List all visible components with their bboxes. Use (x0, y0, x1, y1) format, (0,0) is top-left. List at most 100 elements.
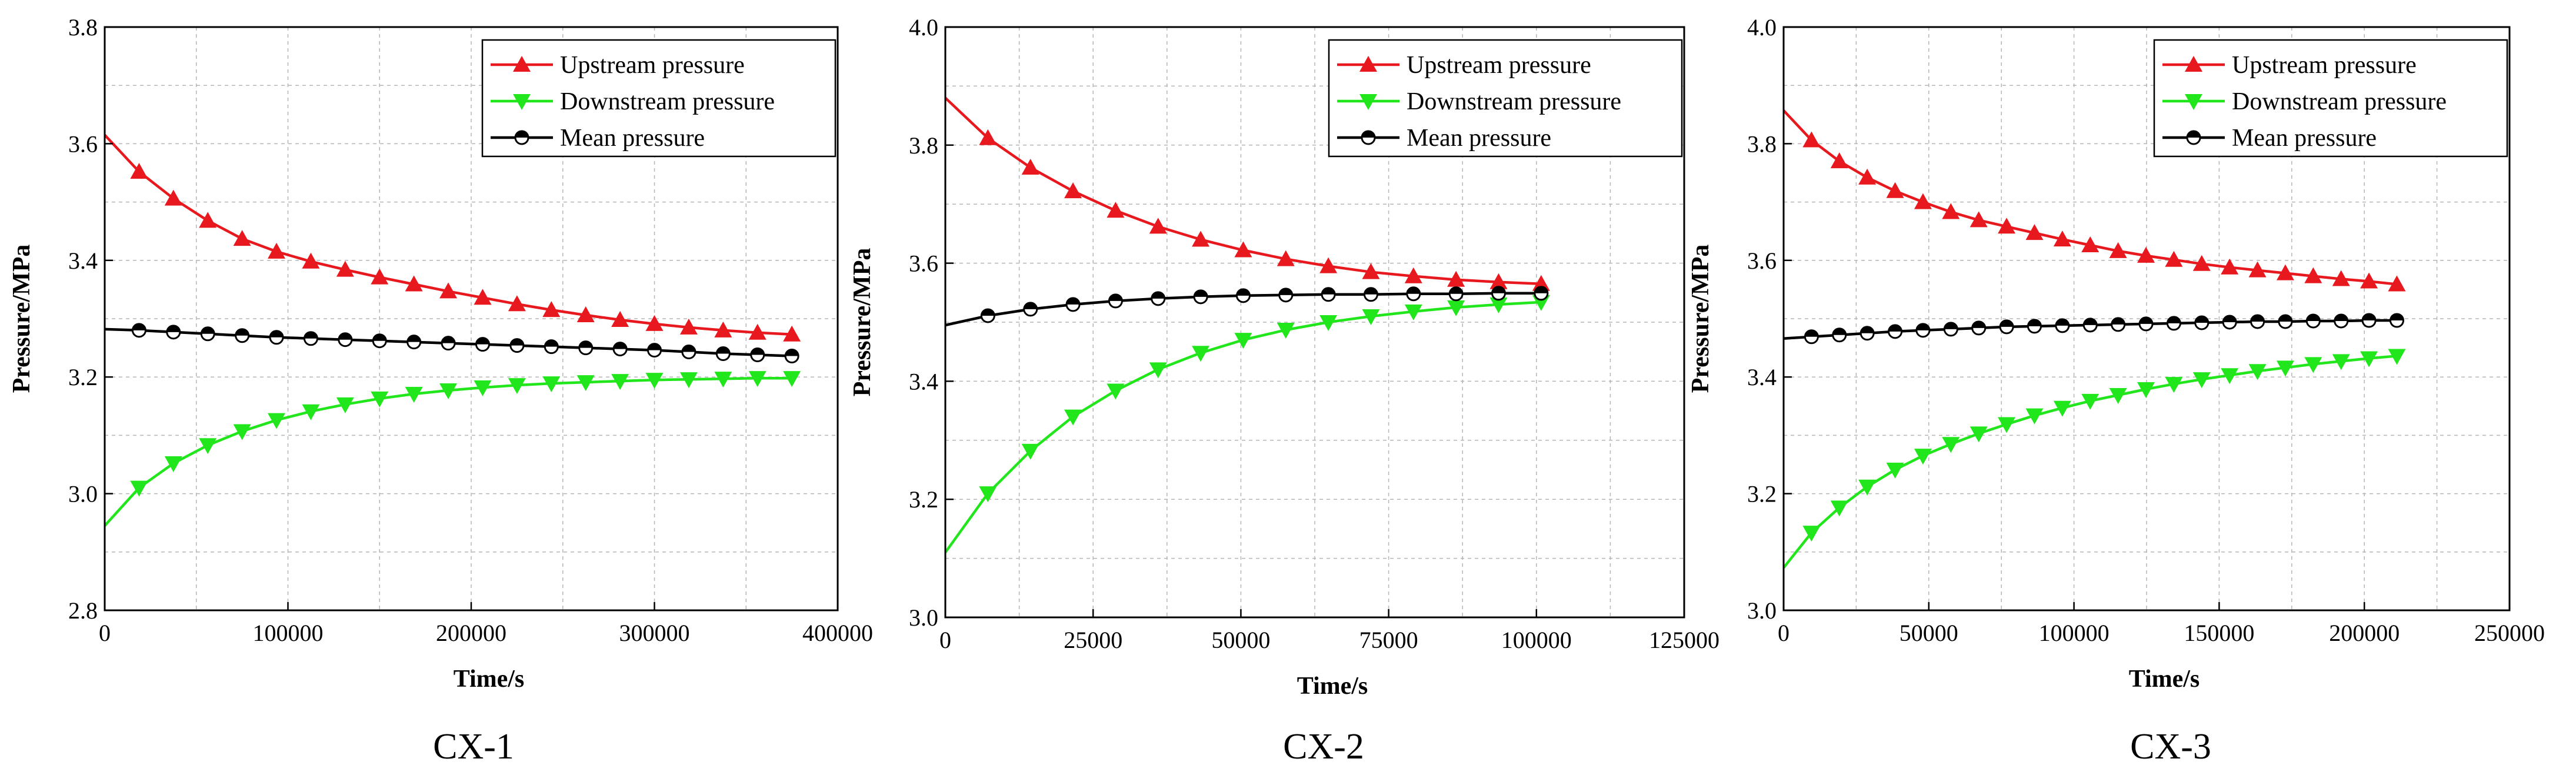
series-line-downstream (1782, 355, 2397, 569)
y-tick-label: 2.8 (68, 597, 98, 624)
y-axis-title: Pressure/MPa (1687, 245, 1714, 393)
data-point-downstream (1830, 500, 1848, 517)
legend-marker (1359, 56, 1377, 72)
y-tick-label: 3.2 (68, 364, 98, 390)
x-tick-label: 100000 (2039, 620, 2110, 646)
y-tick-label: 3.2 (1747, 481, 1777, 507)
data-point-upstream (1319, 257, 1338, 273)
data-point-downstream (439, 383, 458, 400)
data-point-downstream (1234, 333, 1252, 349)
data-point-mean (1065, 297, 1081, 312)
data-point-upstream (679, 318, 698, 335)
legend-marker (2186, 130, 2201, 145)
data-point-downstream (302, 404, 320, 420)
legend: Upstream pressure Downstream pressure Mean… (1328, 39, 1683, 158)
data-point-downstream (2248, 364, 2267, 380)
tick-labels: 0 25000 50000 75000 100000 125000 3.0 3.2 3.4 3.6… (909, 14, 1719, 653)
data-point-downstream (645, 373, 664, 389)
legend-entry: Mean pressure (560, 125, 705, 152)
y-tick-label: 3.6 (1747, 248, 1777, 274)
legend-marker (513, 94, 531, 110)
data-point-upstream (2304, 267, 2322, 283)
data-point-downstream (1886, 462, 1904, 479)
data-point-mean (1235, 288, 1251, 303)
data-point-mean (2082, 318, 2098, 333)
data-point-downstream (336, 397, 354, 413)
data-point-downstream (1362, 309, 1380, 325)
data-point-mean (2194, 315, 2210, 330)
legend-marker (1359, 94, 1377, 110)
x-tick-label: 400000 (802, 620, 873, 646)
data-point-downstream (1914, 449, 1932, 465)
data-point-mean (1023, 302, 1038, 317)
data-point-mean (406, 335, 422, 350)
data-point-upstream (371, 268, 389, 285)
data-point-downstream (1192, 346, 1210, 362)
y-tick-label: 3.6 (909, 250, 938, 277)
data-point-downstream (1277, 323, 1295, 339)
data-point-downstream (1802, 526, 1821, 542)
data-point-downstream (2332, 354, 2350, 370)
data-point-downstream (2081, 393, 2100, 410)
data-point-upstream (233, 230, 251, 246)
data-point-downstream (508, 378, 526, 395)
data-point-mean (1108, 293, 1123, 309)
data-point-mean (681, 345, 697, 360)
data-point-upstream (1107, 202, 1125, 218)
data-point-upstream (474, 289, 492, 305)
data-point-upstream (2165, 250, 2183, 267)
data-point-mean (1888, 324, 1903, 339)
data-point-mean (544, 339, 559, 355)
data-point-mean (2389, 313, 2404, 328)
x-tick-label: 100000 (1501, 627, 1572, 653)
data-point-mean (2111, 317, 2126, 332)
data-point-upstream (2025, 224, 2044, 240)
data-point-mean (2055, 318, 2070, 333)
data-point-mean (509, 338, 525, 353)
data-point-downstream (2137, 382, 2155, 399)
legend: Upstream pressure Downstream pressure Mean… (2153, 39, 2508, 158)
data-point-upstream (405, 275, 423, 292)
data-point-mean (2138, 316, 2154, 332)
y-tick-label: 3.0 (909, 604, 938, 631)
data-point-upstream (1489, 273, 1508, 289)
legend-entry: Downstream pressure (2232, 88, 2447, 115)
data-point-mean (131, 323, 146, 338)
series-mean (1783, 313, 2404, 345)
data-point-upstream (1277, 250, 1295, 266)
y-tick-label: 3.4 (1747, 364, 1777, 390)
panel-caption: CX-2 (1283, 727, 1364, 767)
data-point-mean (647, 343, 662, 358)
data-point-upstream (1886, 182, 1904, 198)
legend-entry: Downstream pressure (1407, 88, 1621, 115)
data-point-downstream (2221, 368, 2239, 385)
legend-entry: Upstream pressure (560, 52, 745, 79)
series-upstream (1782, 109, 2406, 292)
y-tick-label: 3.0 (68, 481, 98, 507)
data-point-downstream (2109, 387, 2127, 404)
y-tick-label: 3.4 (68, 248, 98, 274)
x-tick-label: 150000 (2184, 620, 2254, 646)
data-point-upstream (268, 242, 286, 259)
legend-entry: Downstream pressure (560, 88, 775, 115)
plot-frame (1782, 26, 2511, 611)
data-point-mean (1832, 327, 1847, 343)
data-point-downstream (679, 372, 698, 389)
data-point-upstream (130, 163, 148, 179)
data-point-upstream (2137, 246, 2155, 263)
x-tick-label: 0 (99, 620, 111, 646)
data-point-upstream (611, 310, 629, 327)
data-point-downstream (1021, 443, 1039, 460)
data-point-downstream (1149, 362, 1167, 379)
data-point-mean (1943, 322, 1958, 337)
x-tick-label: 200000 (2329, 620, 2400, 646)
data-point-upstream (2360, 272, 2378, 289)
x-axis-title: Time/s (2129, 666, 2200, 693)
y-axis-title: Pressure/MPa (849, 248, 876, 397)
legend-marker (1361, 130, 1376, 145)
legend-marker (2185, 56, 2202, 72)
data-point-mean (1999, 319, 2014, 335)
data-point-downstream (1489, 297, 1508, 313)
data-point-mean (1491, 286, 1506, 301)
